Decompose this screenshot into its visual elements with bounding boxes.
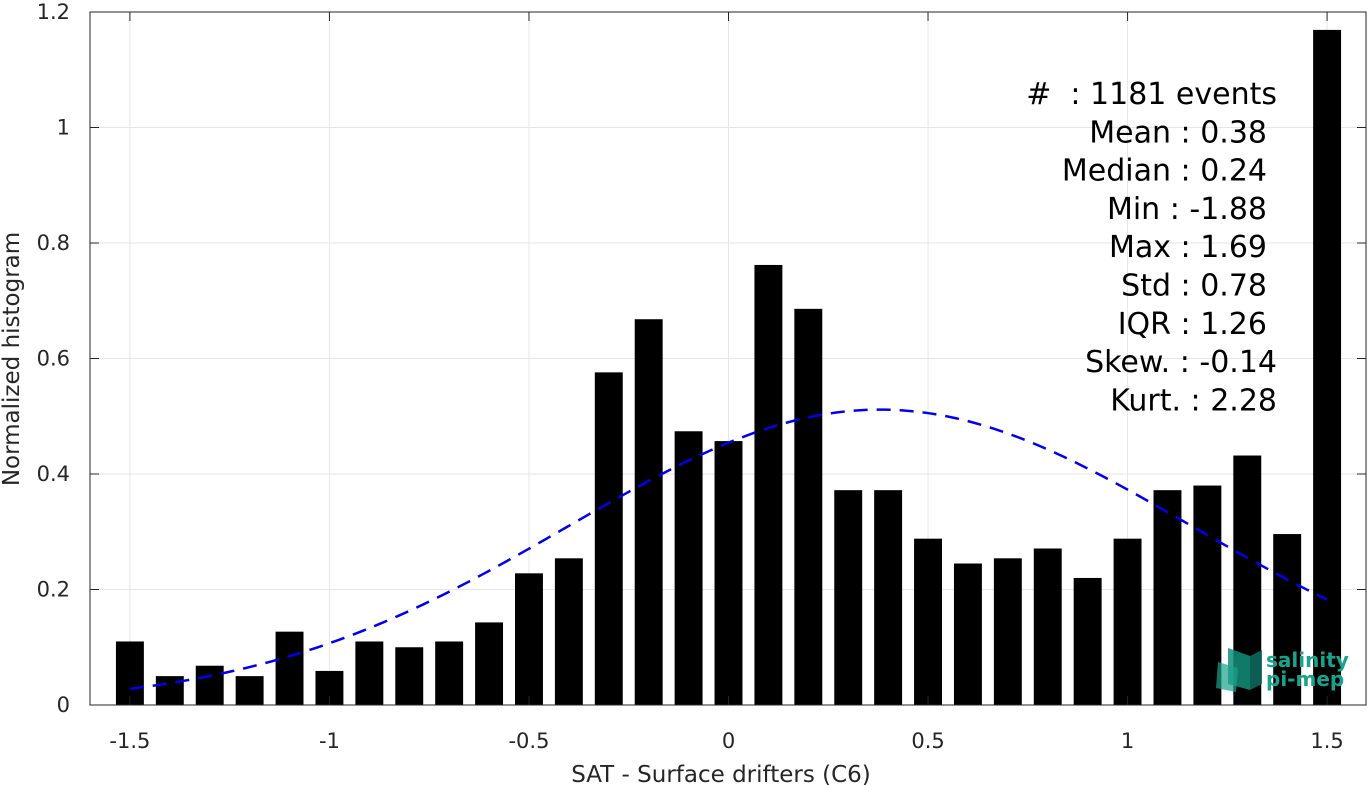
histogram-bar (395, 647, 424, 705)
stat-line: Mean : 0.38 (1089, 115, 1267, 150)
histogram-bar (634, 319, 663, 705)
histogram-bar (235, 676, 264, 705)
histogram-bar (834, 490, 863, 705)
histogram-bar (475, 622, 504, 705)
logo-line1: salinity (1266, 648, 1349, 672)
histogram-bar (1273, 534, 1302, 705)
histogram-bar (435, 641, 464, 705)
logo-cube-icon (1216, 648, 1262, 692)
histogram-bar (1073, 577, 1102, 705)
stat-line: Median : 0.24 (1062, 154, 1267, 189)
normal-fit-curve (129, 408, 1328, 691)
stat-line: Std : 0.78 (1121, 269, 1267, 304)
y-tick-label: 0.4 (37, 462, 70, 486)
histogram-bar (515, 573, 543, 705)
x-tick-label: 0 (722, 729, 735, 753)
y-tick-label: 0.2 (37, 578, 70, 602)
x-tick-label: -0.5 (508, 729, 549, 753)
y-tick-label: 0.6 (37, 347, 70, 371)
histogram-bar (115, 641, 144, 705)
y-tick-label: 0.8 (37, 231, 70, 255)
x-tick-label: 0.5 (911, 729, 944, 753)
histogram-bar (1033, 548, 1062, 705)
histogram-bar (914, 538, 942, 705)
histogram-bar (674, 431, 703, 705)
stat-line: Skew. : -0.14 (1085, 345, 1277, 380)
histogram-bars (115, 29, 1342, 705)
histogram-bar (355, 641, 384, 705)
x-tick-label: -1 (319, 729, 340, 753)
x-tick-labels: -1.5 -1 -0.5 0 0.5 1 1.5 (109, 729, 1343, 753)
histogram-bar (275, 631, 304, 705)
x-tick-label: -1.5 (109, 729, 150, 753)
stat-line: Kurt. : 2.28 (1110, 383, 1277, 418)
histogram-bar (1113, 538, 1142, 705)
y-tick-label: 1.2 (37, 0, 70, 24)
y-axis-label: Normalized histogram (0, 232, 25, 486)
stat-line: Max : 1.69 (1109, 230, 1267, 265)
x-axis-label: SAT - Surface drifters (C6) (571, 762, 871, 785)
histogram-bar (953, 563, 982, 705)
y-tick-label: 0 (57, 693, 70, 717)
histogram-bar (1193, 485, 1222, 705)
histogram-bar (874, 490, 903, 705)
histogram-bar (1153, 490, 1182, 705)
stat-line: IQR : 1.26 (1118, 307, 1267, 342)
histogram-bar (1313, 29, 1342, 705)
stat-line: # : 1181 events (1026, 77, 1277, 112)
histogram-bar (794, 308, 823, 705)
logo-line2: pi-mep (1266, 667, 1344, 691)
x-tick-label: 1.5 (1310, 729, 1343, 753)
salinity-pimep-logo: salinity pi-mep (1216, 648, 1349, 692)
y-tick-labels: 0 0.2 0.4 0.6 0.8 1 1.2 (37, 0, 70, 717)
histogram-bar (594, 372, 623, 705)
stat-line: Min : -1.88 (1107, 192, 1267, 227)
histogram-bar (993, 558, 1022, 705)
y-tick-label: 1 (57, 116, 70, 140)
histogram-bar (754, 264, 783, 705)
histogram-bar (195, 665, 224, 705)
x-tick-label: 1 (1121, 729, 1134, 753)
axis-ticks (90, 11, 1366, 706)
histogram-bar (554, 558, 583, 705)
histogram-bar (714, 441, 743, 705)
